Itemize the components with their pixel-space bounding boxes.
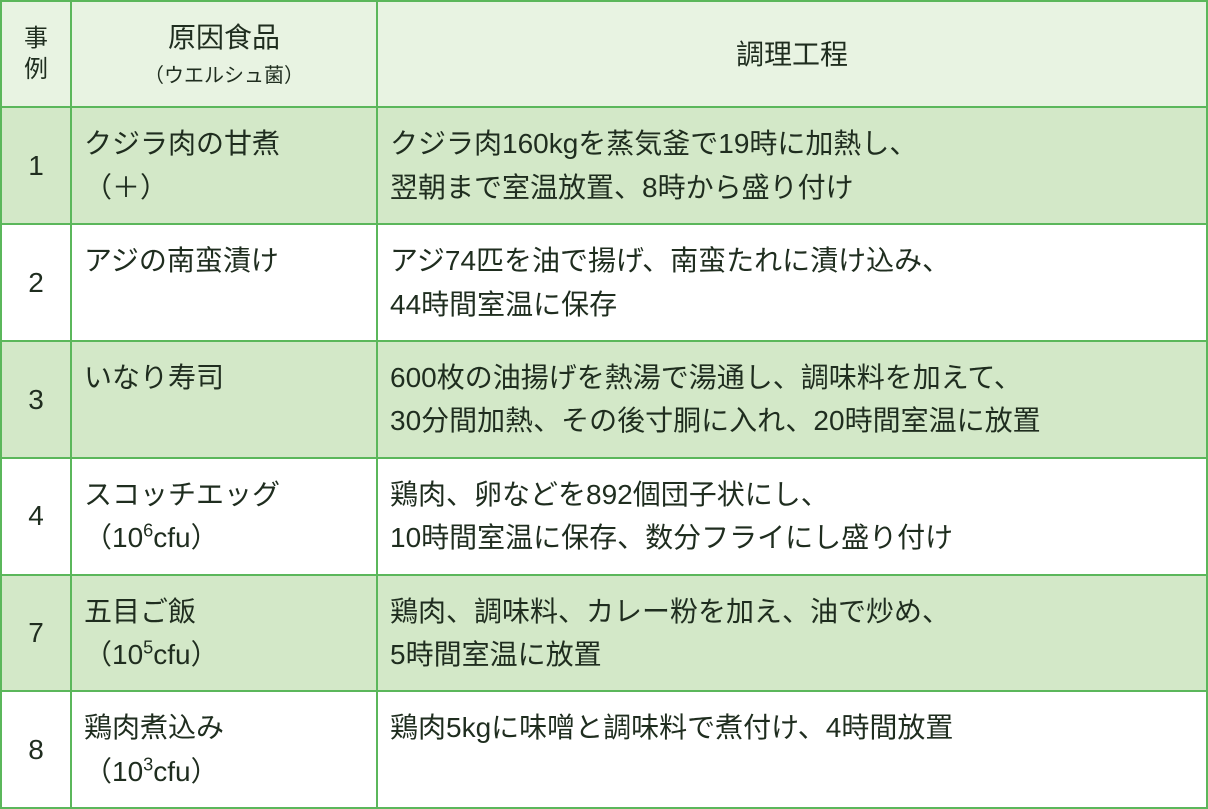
food-cfu: （105cfu） (84, 633, 364, 676)
food-line1: いなり寿司 (84, 362, 224, 393)
food-cfu: （106cfu） (84, 516, 364, 559)
food-line2: （＋） (84, 166, 364, 209)
food-cases-table: 事 例 原因食品 （ウエルシュ菌） 調理工程 1 クジラ肉の甘煮 （＋） クジラ… (0, 0, 1208, 809)
table-row: 3 いなり寿司 600枚の油揚げを熱湯で湯通し、調味料を加えて、 30分間加熱、… (1, 341, 1207, 458)
process-line1: 鶏肉、調味料、カレー粉を加え、油で炒め、 (390, 596, 950, 627)
cell-process: 600枚の油揚げを熱湯で湯通し、調味料を加えて、 30分間加熱、その後寸胴に入れ… (377, 341, 1207, 458)
header-process: 調理工程 (377, 1, 1207, 107)
food-line1: 鶏肉煮込み (84, 712, 224, 743)
table-body: 1 クジラ肉の甘煮 （＋） クジラ肉160kgを蒸気釜で19時に加熱し、 翌朝ま… (1, 107, 1207, 808)
cell-food: 五目ご飯 （105cfu） (71, 575, 377, 692)
table-row: 4 スコッチエッグ （106cfu） 鶏肉、卵などを892個団子状にし、 10時… (1, 458, 1207, 575)
cell-process: 鶏肉、調味料、カレー粉を加え、油で炒め、 5時間室温に放置 (377, 575, 1207, 692)
process-line2: 翌朝まで室温放置、8時から盛り付け (390, 172, 854, 203)
table-row: 8 鶏肉煮込み （103cfu） 鶏肉5kgに味噌と調味料で煮付け、4時間放置 (1, 691, 1207, 808)
process-line2: 5時間室温に放置 (390, 639, 602, 670)
header-food-sub: （ウエルシュ菌） (84, 61, 364, 92)
cell-food: アジの南蛮漬け (71, 224, 377, 341)
header-case-char2: 例 (24, 56, 48, 83)
process-line1: アジ74匹を油で揚げ、南蛮たれに漬け込み、 (390, 245, 950, 276)
food-cases-table-wrapper: 事 例 原因食品 （ウエルシュ菌） 調理工程 1 クジラ肉の甘煮 （＋） クジラ… (0, 0, 1208, 809)
cell-food: 鶏肉煮込み （103cfu） (71, 691, 377, 808)
cell-case: 4 (1, 458, 71, 575)
cfu-suffix: cfu） (153, 522, 218, 553)
header-food: 原因食品 （ウエルシュ菌） (71, 1, 377, 107)
process-line1: 鶏肉、卵などを892個団子状にし、 (390, 479, 829, 510)
food-line1: クジラ肉の甘煮 (84, 128, 280, 159)
cfu-prefix: （10 (84, 522, 143, 553)
header-case-char1: 事 (24, 25, 48, 52)
process-line1: 鶏肉5kgに味噌と調味料で煮付け、4時間放置 (390, 712, 953, 743)
cell-case: 7 (1, 575, 71, 692)
cell-case: 2 (1, 224, 71, 341)
cell-food: いなり寿司 (71, 341, 377, 458)
table-row: 2 アジの南蛮漬け アジ74匹を油で揚げ、南蛮たれに漬け込み、 44時間室温に保… (1, 224, 1207, 341)
cell-food: スコッチエッグ （106cfu） (71, 458, 377, 575)
cfu-exponent: 5 (143, 638, 153, 658)
cell-process: クジラ肉160kgを蒸気釜で19時に加熱し、 翌朝まで室温放置、8時から盛り付け (377, 107, 1207, 224)
cell-process: 鶏肉、卵などを892個団子状にし、 10時間室温に保存、数分フライにし盛り付け (377, 458, 1207, 575)
cfu-exponent: 3 (143, 754, 153, 774)
cfu-prefix: （10 (84, 639, 143, 670)
process-line2: 30分間加熱、その後寸胴に入れ、20時間室温に放置 (390, 405, 1041, 436)
cell-process: 鶏肉5kgに味噌と調味料で煮付け、4時間放置 (377, 691, 1207, 808)
cfu-suffix: cfu） (153, 756, 218, 787)
cell-case: 1 (1, 107, 71, 224)
food-line1: スコッチエッグ (84, 479, 280, 510)
cell-case: 3 (1, 341, 71, 458)
header-process-label: 調理工程 (736, 39, 848, 70)
table-row: 7 五目ご飯 （105cfu） 鶏肉、調味料、カレー粉を加え、油で炒め、 5時間… (1, 575, 1207, 692)
table-header-row: 事 例 原因食品 （ウエルシュ菌） 調理工程 (1, 1, 1207, 107)
header-food-main: 原因食品 (168, 22, 280, 53)
cell-process: アジ74匹を油で揚げ、南蛮たれに漬け込み、 44時間室温に保存 (377, 224, 1207, 341)
table-row: 1 クジラ肉の甘煮 （＋） クジラ肉160kgを蒸気釜で19時に加熱し、 翌朝ま… (1, 107, 1207, 224)
cfu-suffix: cfu） (153, 639, 218, 670)
process-line1: クジラ肉160kgを蒸気釜で19時に加熱し、 (390, 128, 917, 159)
process-line2: 10時間室温に保存、数分フライにし盛り付け (390, 522, 953, 553)
food-line1: アジの南蛮漬け (84, 245, 279, 276)
cfu-exponent: 6 (143, 521, 153, 541)
food-cfu: （103cfu） (84, 750, 364, 793)
cell-food: クジラ肉の甘煮 （＋） (71, 107, 377, 224)
cell-case: 8 (1, 691, 71, 808)
food-line1: 五目ご飯 (84, 596, 196, 627)
process-line1: 600枚の油揚げを熱湯で湯通し、調味料を加えて、 (390, 362, 1022, 393)
cfu-prefix: （10 (84, 756, 143, 787)
process-line2: 44時間室温に保存 (390, 289, 617, 320)
header-case: 事 例 (1, 1, 71, 107)
